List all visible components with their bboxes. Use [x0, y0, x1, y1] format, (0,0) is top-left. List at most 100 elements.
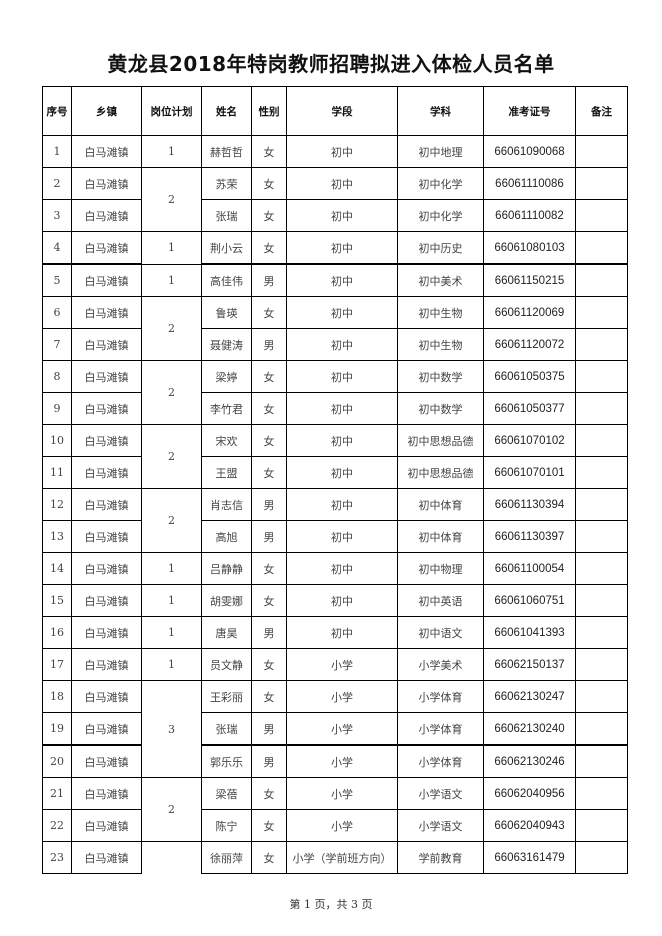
cell-stage: 初中	[286, 199, 398, 232]
cell-stage: 小学（学前班方向）	[286, 841, 398, 874]
table-row: 13 白马滩镇 高旭男初中 初中体育 66061130397	[42, 520, 628, 553]
cell-exam-id: 66061080103	[483, 231, 576, 265]
cell-subject: 小学语文	[397, 809, 484, 842]
cell-subject: 初中体育	[397, 520, 484, 553]
cell-gender: 女	[251, 231, 287, 265]
cell-exam-id: 66061130397	[483, 520, 576, 553]
cell-town: 白马滩镇	[71, 135, 142, 168]
cell-town: 白马滩镇	[71, 328, 142, 361]
table-row: 5 白马滩镇 1 高佳伟男初中 初中美术 66061150215	[42, 263, 628, 297]
cell-exam-id: 66061120069	[483, 296, 576, 329]
table-row: 16 白马滩镇 1 唐昊男初中 初中语文 66061041393	[42, 616, 628, 649]
cell-town: 白马滩镇	[71, 263, 142, 297]
cell-town: 白马滩镇	[71, 296, 142, 329]
cell-gender: 女	[251, 841, 287, 874]
cell-name: 荆小云	[201, 231, 252, 265]
cell-no: 11	[42, 456, 72, 489]
cell-plan: 1	[141, 616, 202, 649]
cell-stage: 初中	[286, 135, 398, 168]
cell-subject: 初中数学	[397, 392, 484, 425]
cell-plan: 2	[141, 296, 202, 361]
cell-no: 23	[42, 841, 72, 874]
cell-note	[575, 296, 628, 329]
table-row: 9 白马滩镇 李竹君女初中 初中数学 66061050377	[42, 392, 628, 425]
cell-note	[575, 167, 628, 200]
cell-no: 8	[42, 360, 72, 393]
cell-exam-id: 66062150137	[483, 648, 576, 681]
cell-exam-id: 66061090068	[483, 135, 576, 168]
cell-exam-id: 66061120072	[483, 328, 576, 361]
cell-plan: 1	[141, 231, 202, 265]
cell-no: 15	[42, 584, 72, 617]
cell-stage: 初中	[286, 167, 398, 200]
header-plan: 岗位计划	[141, 86, 202, 136]
cell-no: 2	[42, 167, 72, 200]
cell-gender: 女	[251, 296, 287, 329]
cell-town: 白马滩镇	[71, 680, 142, 713]
cell-no: 19	[42, 712, 72, 746]
table-row: 3 白马滩镇 张瑞女初中 初中化学 66061110082	[42, 199, 628, 232]
cell-stage: 初中	[286, 552, 398, 585]
cell-no: 1	[42, 135, 72, 168]
cell-gender: 女	[251, 392, 287, 425]
cell-exam-id: 66061110082	[483, 199, 576, 232]
table-row: 20 白马滩镇 郭乐乐男小学 小学体育 66062130246	[42, 744, 628, 778]
cell-note	[575, 680, 628, 713]
cell-name: 张瑞	[201, 199, 252, 232]
cell-note	[575, 263, 628, 297]
cell-stage: 初中	[286, 616, 398, 649]
cell-subject: 小学美术	[397, 648, 484, 681]
cell-name: 高旭	[201, 520, 252, 553]
cell-exam-id: 66061070101	[483, 456, 576, 489]
cell-no: 12	[42, 488, 72, 521]
cell-exam-id: 66061150215	[483, 263, 576, 297]
cell-exam-id: 66061041393	[483, 616, 576, 649]
cell-no: 4	[42, 231, 72, 265]
cell-note	[575, 712, 628, 746]
header-subject: 学科	[397, 86, 484, 136]
table-row: 15 白马滩镇 1 胡雯娜女初中 初中英语 66061060751	[42, 584, 628, 617]
table-row: 6 白马滩镇 2 鲁瑛女初中 初中生物 66061120069	[42, 296, 628, 361]
cell-note	[575, 328, 628, 361]
cell-stage: 初中	[286, 328, 398, 361]
cell-name: 宋欢	[201, 424, 252, 457]
cell-subject: 初中美术	[397, 263, 484, 297]
cell-subject: 小学体育	[397, 744, 484, 778]
cell-stage: 初中	[286, 488, 398, 521]
cell-exam-id: 66063161479	[483, 841, 576, 874]
table-row: 12 白马滩镇 2 肖志信男初中 初中体育 66061130394	[42, 488, 628, 553]
cell-no: 7	[42, 328, 72, 361]
cell-subject: 初中英语	[397, 584, 484, 617]
cell-town: 白马滩镇	[71, 424, 142, 457]
cell-town: 白马滩镇	[71, 584, 142, 617]
cell-name: 张瑞	[201, 712, 252, 746]
cell-name: 胡雯娜	[201, 584, 252, 617]
cell-subject: 初中化学	[397, 199, 484, 232]
cell-town: 白马滩镇	[71, 616, 142, 649]
cell-gender: 女	[251, 584, 287, 617]
cell-town: 白马滩镇	[71, 712, 142, 746]
cell-name: 肖志信	[201, 488, 252, 521]
cell-name: 梁蓓	[201, 777, 252, 810]
cell-plan: 2	[141, 167, 202, 232]
cell-gender: 男	[251, 520, 287, 553]
cell-gender: 男	[251, 744, 287, 778]
cell-name: 高佳伟	[201, 263, 252, 297]
cell-plan: 2	[141, 488, 202, 553]
cell-gender: 女	[251, 424, 287, 457]
cell-note	[575, 616, 628, 649]
cell-note	[575, 777, 628, 810]
table-row: 2 白马滩镇 2 苏荣女初中 初中化学 66061110086	[42, 167, 628, 232]
cell-gender: 男	[251, 263, 287, 297]
cell-exam-id: 66061060751	[483, 584, 576, 617]
cell-no: 14	[42, 552, 72, 585]
cell-stage: 小学	[286, 680, 398, 713]
cell-exam-id: 66061050375	[483, 360, 576, 393]
header-exam-id: 准考证号	[483, 86, 576, 136]
cell-name: 李竹君	[201, 392, 252, 425]
cell-plan	[141, 841, 202, 874]
cell-no: 3	[42, 199, 72, 232]
header-stage: 学段	[286, 86, 398, 136]
cell-subject: 初中化学	[397, 167, 484, 200]
cell-stage: 小学	[286, 744, 398, 778]
